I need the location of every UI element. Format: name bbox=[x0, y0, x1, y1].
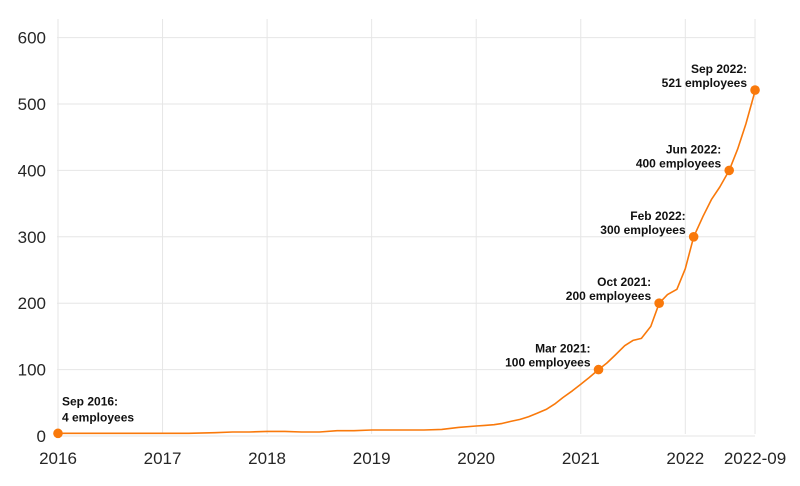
annotation-value-label: 521 employees bbox=[662, 76, 748, 90]
x-tick-label: 2020 bbox=[457, 449, 495, 468]
y-tick-label: 100 bbox=[18, 361, 46, 380]
y-tick-label: 600 bbox=[18, 29, 46, 48]
x-tick-label: 2016 bbox=[39, 449, 77, 468]
x-tick-label: 2022-09 bbox=[724, 449, 786, 468]
annotation-value-label: 300 employees bbox=[600, 223, 686, 237]
employees-line-series bbox=[57, 89, 757, 435]
y-tick-label: 300 bbox=[18, 228, 46, 247]
annotation-date-label: Jun 2022: bbox=[666, 142, 721, 156]
y-tick-label: 500 bbox=[18, 95, 46, 114]
annotation-date-label: Feb 2022: bbox=[630, 209, 685, 223]
annotation-date-label: Mar 2021: bbox=[535, 342, 590, 356]
x-tick-label: 2019 bbox=[353, 449, 391, 468]
x-tick-label: 2018 bbox=[248, 449, 286, 468]
annotation-value-label: 4 employees bbox=[62, 410, 134, 424]
y-tick-label: 0 bbox=[37, 427, 46, 446]
data-point-marker bbox=[593, 364, 604, 375]
x-tick-label: 2017 bbox=[144, 449, 182, 468]
annotation-date-label: Oct 2021: bbox=[597, 275, 651, 289]
data-point-marker bbox=[53, 428, 63, 439]
annotation-date-label: Sep 2016: bbox=[62, 394, 118, 408]
data-point-marker bbox=[688, 232, 699, 242]
annotation-value-label: 100 employees bbox=[505, 356, 591, 370]
x-tick-label: 2022 bbox=[666, 449, 704, 468]
annotation-value-label: 200 employees bbox=[566, 289, 652, 303]
x-tick-label: 2021 bbox=[562, 449, 600, 468]
annotation-date-label: Sep 2022: bbox=[691, 62, 747, 76]
data-point-marker bbox=[724, 165, 735, 176]
data-point-marker bbox=[654, 298, 664, 309]
annotation-value-label: 400 employees bbox=[636, 156, 722, 170]
y-tick-label: 400 bbox=[18, 161, 46, 180]
y-tick-label: 200 bbox=[18, 294, 46, 313]
data-point-marker bbox=[750, 85, 760, 95]
